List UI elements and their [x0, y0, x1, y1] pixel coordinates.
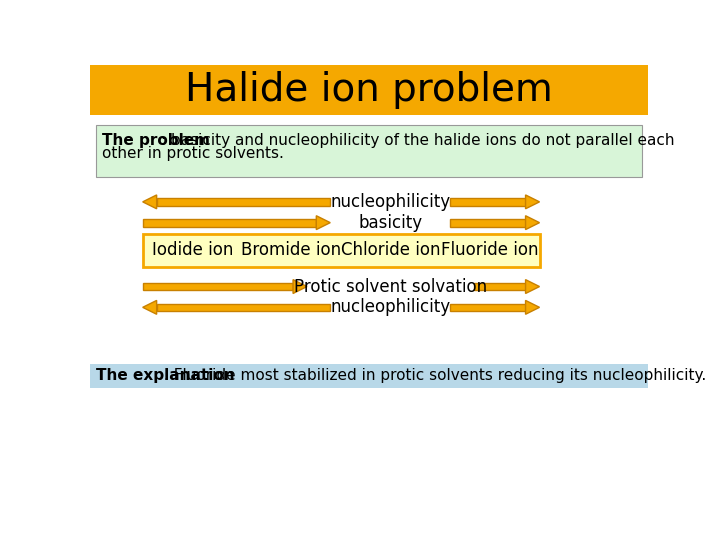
Bar	[157, 198, 330, 206]
FancyArrow shape	[526, 215, 539, 230]
Bar	[143, 219, 316, 226]
FancyArrow shape	[526, 280, 539, 294]
Text: nucleophilicity: nucleophilicity	[330, 298, 451, 316]
Text: : basicity and nucleophilicity of the halide ions do not parallel each: : basicity and nucleophilicity of the ha…	[161, 132, 675, 147]
Bar	[157, 303, 330, 311]
Text: Protic solvent solvation: Protic solvent solvation	[294, 278, 487, 295]
Text: The problem: The problem	[102, 132, 210, 147]
FancyArrow shape	[143, 195, 157, 209]
FancyArrow shape	[143, 300, 157, 314]
Bar	[90, 363, 648, 388]
Bar	[474, 283, 526, 291]
Bar	[451, 303, 526, 311]
Bar	[451, 219, 526, 226]
Text: Iodide ion: Iodide ion	[152, 241, 233, 259]
Text: nucleophilicity: nucleophilicity	[330, 193, 451, 211]
Bar	[96, 125, 642, 177]
Text: Halide ion problem: Halide ion problem	[185, 71, 553, 109]
Text: Fluoride ion: Fluoride ion	[441, 241, 539, 259]
Text: Bromide ion: Bromide ion	[241, 241, 341, 259]
Bar	[451, 198, 526, 206]
FancyArrow shape	[293, 280, 307, 294]
Bar	[90, 65, 648, 115]
Text: The explanation: The explanation	[96, 368, 235, 383]
Text: other in protic solvents.: other in protic solvents.	[102, 146, 284, 161]
FancyArrow shape	[526, 300, 539, 314]
Text: . Fluoride most stabilized in protic solvents reducing its nucleophilicity.: . Fluoride most stabilized in protic sol…	[164, 368, 706, 383]
Text: basicity: basicity	[359, 214, 423, 232]
FancyArrow shape	[526, 195, 539, 209]
Bar	[143, 283, 293, 291]
Text: Chloride ion: Chloride ion	[341, 241, 441, 259]
FancyArrow shape	[316, 215, 330, 230]
Bar	[143, 234, 539, 267]
